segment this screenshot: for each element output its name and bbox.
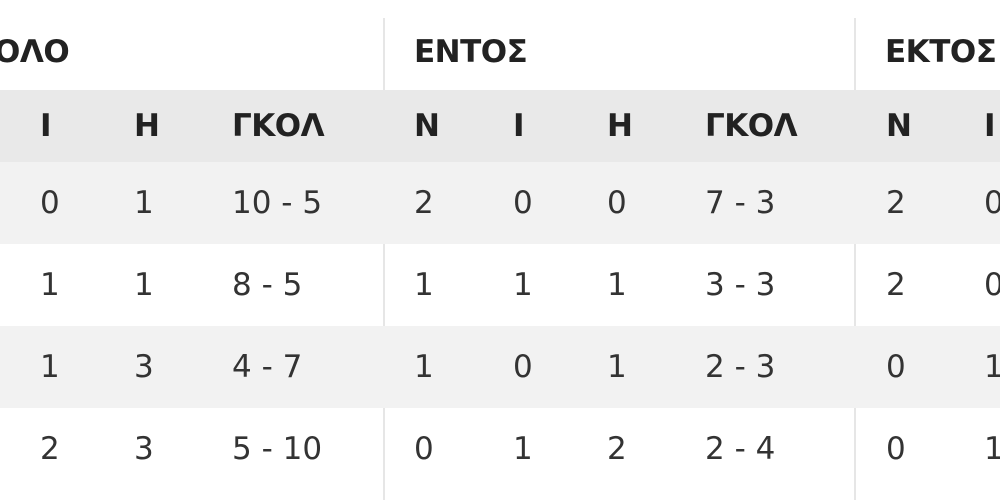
header-total-draws: Ι — [40, 108, 52, 144]
column-divider-home — [383, 18, 385, 500]
header-home-wins: Ν — [414, 108, 440, 144]
table-row: 1 1 8 - 5 1 1 1 3 - 3 2 0 — [0, 244, 1000, 326]
total-goals: 8 - 5 — [232, 267, 303, 303]
column-divider-away — [854, 18, 856, 500]
home-draws: 0 — [513, 349, 533, 385]
table-row: 1 3 4 - 7 1 0 1 2 - 3 0 1 — [0, 326, 1000, 408]
header-home-losses: Η — [607, 108, 633, 144]
header-home-goals: ΓΚΟΛ — [705, 108, 798, 144]
home-losses: 2 — [607, 431, 627, 467]
header-total-losses: Η — [134, 108, 160, 144]
away-draws: 0 — [984, 267, 1000, 303]
home-wins: 0 — [414, 431, 434, 467]
total-losses: 3 — [134, 349, 154, 385]
total-draws: 1 — [40, 267, 60, 303]
total-draws: 0 — [40, 185, 60, 221]
away-wins: 0 — [886, 349, 906, 385]
away-wins: 0 — [886, 431, 906, 467]
group-title-away: ΕΚΤΟΣ — [885, 34, 997, 70]
table-row: 0 1 10 - 5 2 0 0 7 - 3 2 0 — [0, 162, 1000, 244]
home-losses: 1 — [607, 267, 627, 303]
away-wins: 2 — [886, 267, 906, 303]
header-home-draws: Ι — [513, 108, 525, 144]
total-draws: 2 — [40, 431, 60, 467]
total-goals: 10 - 5 — [232, 185, 323, 221]
away-draws: 0 — [984, 185, 1000, 221]
group-title-home: ΕΝΤΟΣ — [414, 34, 528, 70]
home-goals: 2 - 3 — [705, 349, 776, 385]
home-goals: 3 - 3 — [705, 267, 776, 303]
home-goals: 2 - 4 — [705, 431, 776, 467]
home-draws: 0 — [513, 185, 533, 221]
table-row: 2 3 5 - 10 0 1 2 2 - 4 0 1 — [0, 408, 1000, 490]
home-draws: 1 — [513, 431, 533, 467]
away-wins: 2 — [886, 185, 906, 221]
total-goals: 4 - 7 — [232, 349, 303, 385]
header-away-draws: Ι — [984, 108, 996, 144]
total-losses: 3 — [134, 431, 154, 467]
home-wins: 1 — [414, 349, 434, 385]
total-draws: 1 — [40, 349, 60, 385]
home-losses: 1 — [607, 349, 627, 385]
home-wins: 2 — [414, 185, 434, 221]
home-losses: 0 — [607, 185, 627, 221]
total-losses: 1 — [134, 267, 154, 303]
total-losses: 1 — [134, 185, 154, 221]
header-row: Ι Η ΓΚΟΛ Ν Ι Η ΓΚΟΛ Ν Ι — [0, 90, 1000, 162]
home-wins: 1 — [414, 267, 434, 303]
total-goals: 5 - 10 — [232, 431, 323, 467]
header-away-wins: Ν — [886, 108, 912, 144]
away-draws: 1 — [984, 431, 1000, 467]
home-goals: 7 - 3 — [705, 185, 776, 221]
group-title-total: ΟΛΟ — [0, 34, 70, 70]
away-draws: 1 — [984, 349, 1000, 385]
header-total-goals: ΓΚΟΛ — [232, 108, 325, 144]
home-draws: 1 — [513, 267, 533, 303]
